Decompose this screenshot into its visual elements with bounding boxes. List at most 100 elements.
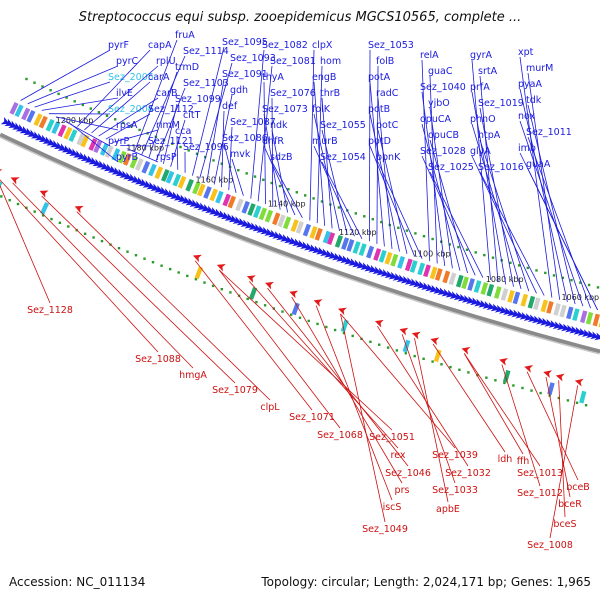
forward-gene-label[interactable]: engB (312, 72, 336, 83)
forward-gene-label[interactable]: Sez_1054 (320, 152, 366, 163)
forward-gene-label[interactable]: guaA (526, 159, 551, 170)
forward-gene-label[interactable]: Sez_1055 (320, 120, 366, 131)
reverse-gene-label[interactable]: rex (391, 450, 406, 461)
forward-gene-label[interactable]: pyrB (116, 152, 138, 163)
reverse-gene-label[interactable]: Sez_1039 (432, 450, 478, 461)
forward-gene-label[interactable]: potD (368, 136, 391, 147)
reverse-gene-label[interactable]: iscS (383, 502, 402, 513)
forward-gene-label[interactable]: opuCB (428, 130, 459, 141)
forward-gene-label[interactable]: gyrA (470, 50, 493, 61)
forward-gene-label[interactable]: Sez_1016 (478, 162, 524, 173)
forward-gene-label[interactable]: def (222, 101, 238, 112)
forward-gene-label[interactable]: rpsA (116, 120, 138, 131)
reverse-gene-label[interactable]: bceB (566, 482, 590, 493)
forward-gene-label[interactable]: fruA (175, 30, 195, 41)
reverse-gene-label[interactable]: ldh (498, 454, 513, 465)
reverse-gene-label[interactable]: clpL (260, 402, 280, 413)
reverse-gene-label[interactable]: Sez_1032 (445, 468, 491, 479)
forward-gene-label[interactable]: Sez_1099 (175, 94, 221, 105)
reverse-gene-label[interactable]: ffh (517, 456, 530, 467)
forward-gene-label[interactable]: Sez_1040 (420, 82, 466, 93)
forward-gene-label[interactable]: clpX (312, 40, 333, 51)
forward-gene-label[interactable]: phnO (470, 114, 496, 125)
forward-gene-label[interactable]: srtA (478, 66, 498, 77)
forward-gene-label[interactable]: thyA (262, 72, 284, 83)
forward-gene-label[interactable]: murB (312, 136, 338, 147)
forward-gene-label[interactable]: Sez_1025 (428, 162, 474, 173)
forward-gene-label[interactable]: pyrF (108, 40, 129, 51)
reverse-gene-label[interactable]: apbE (436, 504, 460, 515)
forward-gene-label[interactable]: prfA (470, 82, 490, 93)
reverse-gene-label[interactable]: Sez_1012 (517, 488, 563, 499)
reverse-gene-label[interactable]: Sez_1088 (135, 354, 181, 365)
forward-gene-label[interactable]: hom (320, 56, 341, 67)
reverse-gene-label[interactable]: Sez_1079 (212, 385, 258, 396)
forward-gene-label[interactable]: Sez_1096 (183, 142, 229, 153)
forward-gene-label[interactable]: ilvE (116, 88, 133, 99)
forward-gene-label[interactable]: Sez_1095 (222, 37, 268, 48)
reverse-gene-label[interactable]: Sez_1046 (385, 468, 431, 479)
reverse-gene-label[interactable]: Sez_1008 (527, 540, 573, 551)
forward-gene-label[interactable]: dhfR (262, 136, 284, 147)
forward-gene-label[interactable]: nox (518, 111, 536, 122)
forward-gene-label[interactable]: Sez_1093 (230, 53, 276, 64)
forward-gene-label[interactable]: tdk (526, 95, 542, 106)
forward-gene-label[interactable]: carB (156, 88, 177, 99)
forward-gene-label[interactable]: murM (526, 63, 553, 74)
forward-gene-label[interactable]: potB (368, 104, 390, 115)
forward-gene-label[interactable]: Sez_1114 (183, 46, 229, 57)
forward-gene-label[interactable]: Sez_1019 (478, 98, 524, 109)
forward-gene-label[interactable]: Sez_1053 (368, 40, 414, 51)
reverse-gene-label[interactable]: Sez_1068 (317, 430, 363, 441)
forward-gene-label[interactable]: Sez_1086 (222, 133, 268, 144)
forward-gene-label[interactable]: potC (376, 120, 399, 131)
forward-gene-label[interactable]: carA (148, 72, 170, 83)
forward-gene-label[interactable]: Sez_1103 (183, 78, 229, 89)
forward-gene-label[interactable]: Sez_1087 (230, 117, 276, 128)
forward-gene-label[interactable]: glyA (470, 146, 491, 157)
reverse-gene-label[interactable]: prs (395, 485, 410, 496)
reverse-gene-label[interactable]: bceS (553, 519, 576, 530)
reverse-gene-label[interactable]: Sez_1049 (362, 524, 408, 535)
forward-gene-label[interactable]: folK (312, 104, 331, 115)
forward-gene-label[interactable]: rimM (156, 120, 180, 131)
forward-gene-label[interactable]: pyrC (116, 56, 139, 67)
reverse-gene-label[interactable]: Sez_1128 (27, 305, 73, 316)
forward-gene-label[interactable]: citT (183, 110, 201, 121)
forward-gene-label[interactable]: potA (368, 72, 391, 83)
forward-gene-label[interactable]: sdzB (270, 152, 292, 163)
forward-gene-label[interactable]: Sez_1091 (222, 69, 268, 80)
forward-gene-label[interactable]: ndk (270, 120, 288, 131)
forward-gene-label[interactable]: Sez_1073 (262, 104, 308, 115)
forward-gene-label[interactable]: thrB (320, 88, 340, 99)
forward-gene-label[interactable]: Sez_1076 (270, 88, 316, 99)
forward-gene-label[interactable]: Sez_1082 (262, 40, 308, 51)
forward-gene-label[interactable]: guaC (428, 66, 453, 77)
forward-gene-label[interactable]: yjbO (428, 98, 450, 109)
forward-gene-label[interactable]: xpt (518, 47, 534, 58)
forward-gene-label[interactable]: opuCA (420, 114, 451, 125)
forward-gene-label[interactable]: Sez_1081 (270, 56, 316, 67)
forward-gene-label[interactable]: mvk (230, 149, 251, 160)
forward-gene-label[interactable]: Sez_2005 (108, 72, 154, 83)
forward-gene-label[interactable]: Sez_1121 (148, 136, 194, 147)
forward-gene-label[interactable]: htpA (478, 130, 501, 141)
forward-gene-label[interactable]: relA (420, 50, 439, 61)
forward-gene-label[interactable]: cca (175, 126, 191, 137)
forward-gene-label[interactable]: ppnK (376, 152, 401, 163)
forward-gene-label[interactable]: rpsP (156, 152, 177, 163)
forward-gene-label[interactable]: radC (376, 88, 399, 99)
forward-gene-label[interactable]: Sez_1028 (420, 146, 466, 157)
reverse-gene-label[interactable]: hmgA (179, 370, 207, 381)
forward-gene-label[interactable]: Sez_1011 (526, 127, 572, 138)
reverse-gene-label[interactable]: Sez_1033 (432, 485, 478, 496)
forward-gene-label[interactable]: capA (148, 40, 172, 51)
reverse-gene-label[interactable]: Sez_1013 (517, 468, 563, 479)
forward-gene-label[interactable]: Sez_1112 (148, 104, 194, 115)
forward-gene-label[interactable]: Sez_2004 (108, 104, 154, 115)
forward-gene-label[interactable]: pyrP (108, 136, 130, 147)
forward-gene-label[interactable]: pyaA (518, 79, 542, 90)
forward-gene-label[interactable]: gdh (230, 85, 248, 96)
forward-gene-label[interactable]: folB (376, 56, 394, 67)
